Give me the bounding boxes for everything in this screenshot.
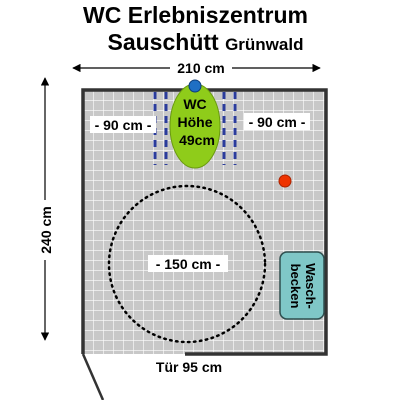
turning-circle-label: - 150 cm - [156,256,221,272]
turning-circle [107,184,267,344]
sink-label-line1: Wasch- [303,263,318,309]
door-leaf [81,353,105,400]
title-line-1: WC Erlebniszentrum [83,2,308,28]
title-place: Sauschütt [107,29,219,55]
wc-flush-marker [188,79,202,93]
sink-label-line2: becken [288,264,303,309]
left-gap-label: - 90 cm - [95,117,152,133]
right-gap-label: - 90 cm - [249,114,306,130]
door-label: Tür 95 cm [156,359,222,375]
room-walls [81,88,328,356]
wc-label: WC [183,96,206,112]
sink [279,251,325,320]
wc-height-label: Höhe [178,114,213,130]
height-label: 240 cm [38,206,54,253]
width-label: 210 cm [177,60,224,76]
emergency-call-dot [278,174,292,188]
wc-height-value: 49cm [179,132,215,148]
title-line-2: Sauschütt Grünwald [0,29,411,56]
title-subplace: Grünwald [225,35,304,54]
